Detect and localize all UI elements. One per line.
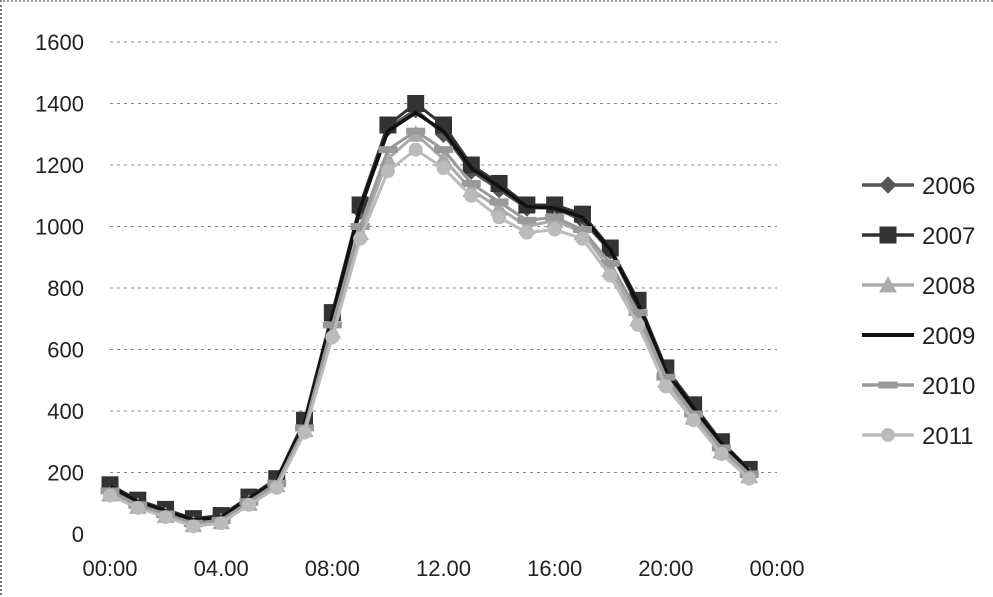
gridlines	[110, 41, 777, 473]
data-point	[545, 213, 565, 221]
legend-label: 2009	[922, 323, 975, 350]
legend-item: 2009	[862, 323, 975, 350]
data-point	[714, 447, 729, 462]
data-point	[406, 127, 426, 135]
data-point	[325, 330, 340, 345]
legend-item: 2011	[862, 423, 974, 450]
data-point	[628, 309, 648, 317]
legend-swatch-marker	[879, 226, 897, 244]
x-tick-label: 12.00	[416, 556, 471, 581]
y-tick-label: 600	[47, 338, 84, 363]
series-2006	[101, 100, 758, 531]
data-point	[492, 210, 507, 225]
series-2008	[101, 125, 759, 533]
y-tick-label: 0	[72, 522, 84, 547]
data-point	[517, 216, 537, 224]
series-2009	[109, 110, 751, 522]
data-point	[214, 516, 229, 531]
series-2010	[100, 127, 759, 527]
legend-item: 2007	[862, 223, 975, 250]
data-point	[572, 226, 592, 234]
data-point	[464, 188, 479, 203]
legend: 2006 2007 2008 2009 2010 2011	[862, 173, 975, 450]
y-tick-label: 1600	[35, 30, 84, 55]
data-point	[658, 379, 673, 394]
legend-swatch-marker	[881, 428, 895, 442]
data-point	[519, 225, 534, 240]
series-line	[109, 102, 751, 521]
series-2011	[103, 142, 757, 534]
y-tick-label: 200	[47, 461, 84, 486]
data-point	[408, 142, 423, 157]
x-tick-label: 04.00	[194, 556, 249, 581]
x-tick-label: 08:00	[305, 556, 360, 581]
data-point	[130, 500, 145, 515]
data-point	[186, 519, 201, 534]
legend-item: 2010	[862, 373, 975, 400]
data-point	[103, 488, 117, 503]
x-tick-label: 20:00	[638, 556, 693, 581]
data-point	[378, 146, 398, 154]
data-point	[631, 317, 646, 332]
data-point	[322, 321, 342, 329]
legend-item: 2006	[862, 173, 975, 200]
data-point	[547, 222, 562, 237]
y-tick-label: 1000	[35, 215, 84, 240]
data-point	[380, 164, 395, 179]
x-tick-label: 00:00	[749, 556, 804, 581]
legend-label: 2006	[922, 173, 975, 200]
data-point	[269, 480, 284, 495]
legend-label: 2008	[922, 273, 975, 300]
data-point	[350, 223, 370, 230]
y-axis-ticks: 0 200 400 600 800 1000 1200 1400 1600	[35, 30, 84, 547]
series-line	[109, 132, 751, 527]
series-line	[109, 108, 751, 524]
data-point	[434, 146, 453, 154]
y-tick-label: 400	[47, 399, 84, 424]
legend-item: 2008	[862, 273, 975, 300]
data-point	[489, 198, 509, 206]
data-point	[407, 95, 425, 112]
x-axis-ticks: 00:00 04.00 08:00 12.00 16:00 20:00 00:00	[82, 556, 804, 581]
data-point	[297, 425, 312, 440]
legend-swatch-marker	[879, 176, 897, 194]
y-tick-label: 1400	[35, 92, 84, 117]
legend-label: 2011	[922, 423, 974, 450]
series-line	[109, 129, 751, 525]
data-point	[461, 179, 481, 187]
x-tick-label: 00:00	[82, 556, 137, 581]
series-line	[109, 110, 751, 522]
legend-swatch-marker	[879, 275, 897, 293]
data-point	[742, 471, 757, 486]
data-point	[158, 510, 173, 525]
data-point	[353, 231, 368, 246]
data-point	[575, 231, 590, 246]
data-point	[436, 161, 451, 176]
data-point	[686, 413, 701, 428]
y-tick-label: 1200	[35, 153, 84, 178]
y-tick-label: 800	[47, 276, 84, 301]
series-lines	[100, 95, 759, 534]
x-tick-label: 16:00	[527, 556, 582, 581]
data-point	[241, 497, 256, 512]
legend-label: 2007	[922, 223, 975, 250]
legend-swatch-marker	[878, 381, 898, 389]
data-point	[603, 268, 618, 283]
legend-label: 2010	[922, 373, 975, 400]
